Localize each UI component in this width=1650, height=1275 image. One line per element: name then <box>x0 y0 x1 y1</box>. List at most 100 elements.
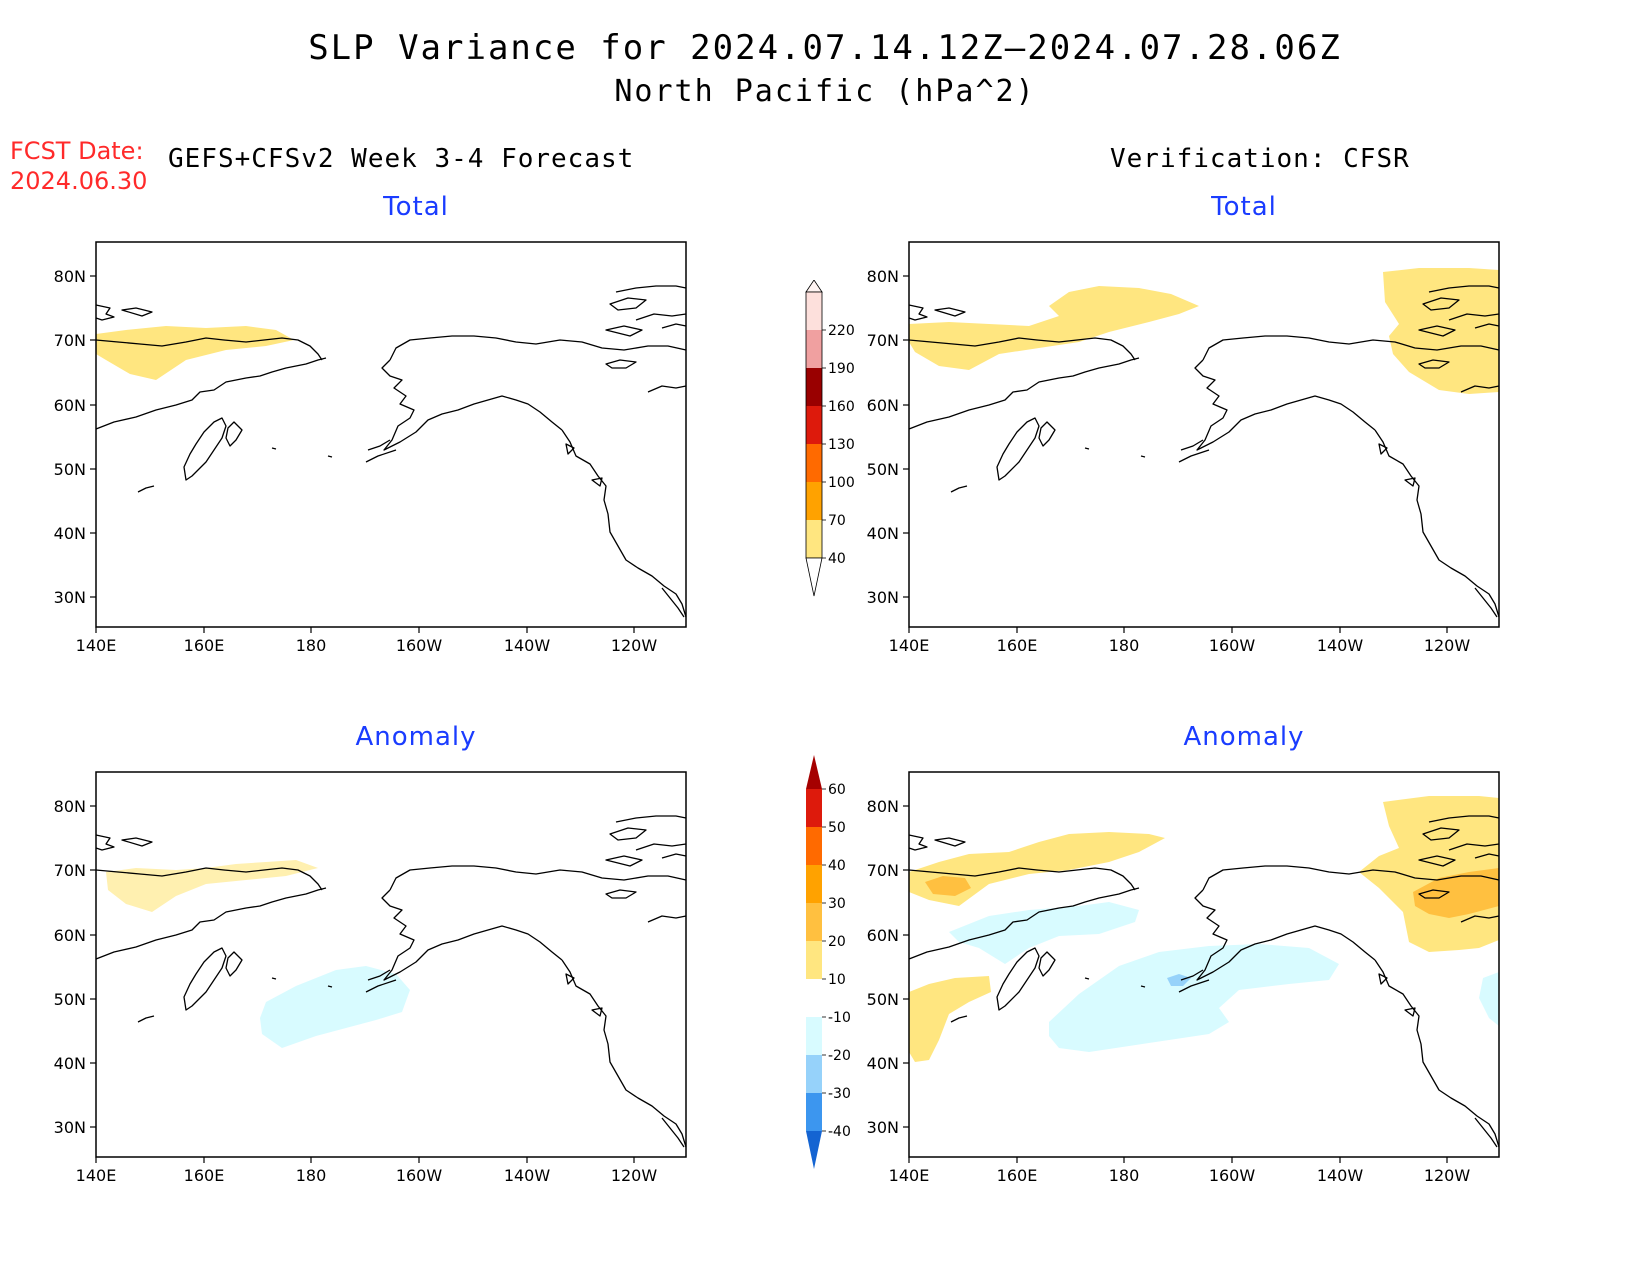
lon-tick-label: 160W <box>396 636 443 655</box>
map-frame <box>96 242 686 627</box>
forecast-date-label: FCST Date: <box>10 137 144 165</box>
colorbar-label: 20 <box>828 934 846 950</box>
shade-light-yellow-west <box>909 832 1165 906</box>
colorbar-swatch <box>806 827 822 865</box>
lat-tick-label: 40N <box>867 1054 899 1073</box>
lon-tick-label: 140E <box>76 636 117 655</box>
lon-tick-label: 140W <box>504 1166 551 1185</box>
colorbar-label: 190 <box>828 361 855 377</box>
colorbar-label: 30 <box>828 896 846 912</box>
colorbar-cap-top <box>805 280 823 293</box>
lat-tick-label: 60N <box>54 396 86 415</box>
left-column-heading: GEFS+CFSv2 Week 3-4 Forecast <box>168 144 635 174</box>
axes: 80N 70N 60N 50N 40N 30N 140E 160E 180 160W 140W 120… <box>54 797 658 1185</box>
forecast-date-value: 2024.06.30 <box>10 167 148 195</box>
colorbar-label: 160 <box>828 399 855 415</box>
lon-tick-label: 140E <box>76 1166 117 1185</box>
right-column-heading: Verification: CFSR <box>1110 144 1410 174</box>
colorbar-label: 40 <box>828 858 846 874</box>
shade-orange-west <box>925 876 971 896</box>
colorbar-cap-bottom <box>805 557 823 597</box>
main-title: SLP Variance for 2024.07.14.12Z–2024.07.… <box>308 28 1342 68</box>
lat-tick-label: 60N <box>54 926 86 945</box>
shade-light-cyan-large <box>1049 944 1339 1052</box>
panel-title-forecast-total: Total <box>383 192 449 222</box>
shade-light-blue-spot <box>1167 974 1191 986</box>
lat-tick-label: 50N <box>54 990 86 1009</box>
shade-pale-yellow-region <box>106 860 318 912</box>
lon-tick-label: 160W <box>1209 1166 1256 1185</box>
lat-tick-label: 30N <box>867 588 899 607</box>
colorbar-swatch <box>806 444 822 482</box>
lat-tick-label: 40N <box>54 1054 86 1073</box>
lat-tick-label: 30N <box>54 588 86 607</box>
map-verification-total: 80N 70N 60N 50N 40N 30N 140E 160E 180 160W 140W 120… <box>867 241 1500 655</box>
colorbar-swatch <box>806 941 822 979</box>
colorbar-swatch <box>806 1093 822 1131</box>
lon-tick-label: 180 <box>296 636 327 655</box>
colorbar-swatch <box>806 482 822 520</box>
lon-tick-label: 140E <box>889 1166 930 1185</box>
lat-tick-label: 60N <box>867 396 899 415</box>
colorbar-swatch <box>806 1017 822 1055</box>
lat-tick-label: 70N <box>867 331 899 350</box>
lon-tick-label: 180 <box>1109 636 1140 655</box>
lat-tick-label: 70N <box>54 861 86 880</box>
colorbar-label: 40 <box>828 551 846 567</box>
colorbar-swatch <box>806 1055 822 1093</box>
main-subtitle: North Pacific (hPa^2) <box>614 74 1036 109</box>
colorbar-label: 100 <box>828 475 855 491</box>
colorbar-label: 70 <box>828 513 846 529</box>
lon-tick-label: 160E <box>184 1166 225 1185</box>
lat-tick-label: 80N <box>54 267 86 286</box>
colorbar-label: 50 <box>828 820 846 836</box>
colorbar-swatch <box>806 979 822 1017</box>
colorbar-swatch <box>806 292 822 330</box>
colorbar-label: 130 <box>828 437 855 453</box>
colorbar-cap-top <box>806 755 822 789</box>
colorbar-swatch <box>806 520 822 558</box>
lon-tick-label: 160E <box>997 636 1038 655</box>
colorbar-swatch <box>806 789 822 827</box>
colorbar-total: 220 190 160 130 100 70 40 <box>805 280 855 597</box>
shade-light-yellow-kamchatka <box>909 976 991 1062</box>
colorbar-label: -20 <box>828 1048 851 1064</box>
lat-tick-label: 30N <box>867 1118 899 1137</box>
shade-light-cyan-east <box>1479 972 1499 1026</box>
panel-title-verification-total: Total <box>1211 192 1277 222</box>
lat-tick-label: 50N <box>54 460 86 479</box>
colorbar-label: -10 <box>828 1010 851 1026</box>
lat-tick-label: 40N <box>54 524 86 543</box>
lat-tick-label: 50N <box>867 990 899 1009</box>
colorbar-swatch <box>806 368 822 406</box>
shade-yellow-region-east <box>1383 268 1499 394</box>
shade-light-cyan-region <box>260 966 410 1048</box>
axes: 80N 70N 60N 50N 40N 30N 140E 160E 180 160W 140W 120… <box>54 267 658 655</box>
map-forecast-anomaly: 80N 70N 60N 50N 40N 30N 140E 160E 180 160W 140W 120… <box>54 771 687 1185</box>
colorbar-swatch <box>806 903 822 941</box>
colorbar-label: -40 <box>828 1124 851 1140</box>
lat-tick-label: 80N <box>867 797 899 816</box>
lat-tick-label: 70N <box>54 331 86 350</box>
lat-tick-label: 30N <box>54 1118 86 1137</box>
lat-tick-label: 70N <box>867 861 899 880</box>
lon-tick-label: 120W <box>611 1166 658 1185</box>
lon-tick-label: 140W <box>504 636 551 655</box>
lon-tick-label: 140E <box>889 636 930 655</box>
lat-tick-label: 60N <box>867 926 899 945</box>
shade-yellow-region <box>96 326 294 380</box>
lon-tick-label: 120W <box>611 636 658 655</box>
shade-light-cyan-west <box>949 902 1139 964</box>
lat-tick-label: 40N <box>867 524 899 543</box>
lon-tick-label: 120W <box>1424 1166 1471 1185</box>
colorbar-swatch <box>806 865 822 903</box>
lat-tick-label: 80N <box>867 267 899 286</box>
colorbar-label: -30 <box>828 1086 851 1102</box>
axes: 80N 70N 60N 50N 40N 30N 140E 160E 180 160W 140W 120… <box>867 797 1471 1185</box>
forecast-date: FCST Date: 2024.06.30 <box>10 136 147 196</box>
lon-tick-label: 160E <box>997 1166 1038 1185</box>
map-verification-anomaly: 80N 70N 60N 50N 40N 30N 140E 160E 180 160W 140W 120… <box>867 771 1500 1185</box>
colorbar-swatch <box>806 406 822 444</box>
map-frame <box>96 772 686 1157</box>
lon-tick-label: 180 <box>296 1166 327 1185</box>
